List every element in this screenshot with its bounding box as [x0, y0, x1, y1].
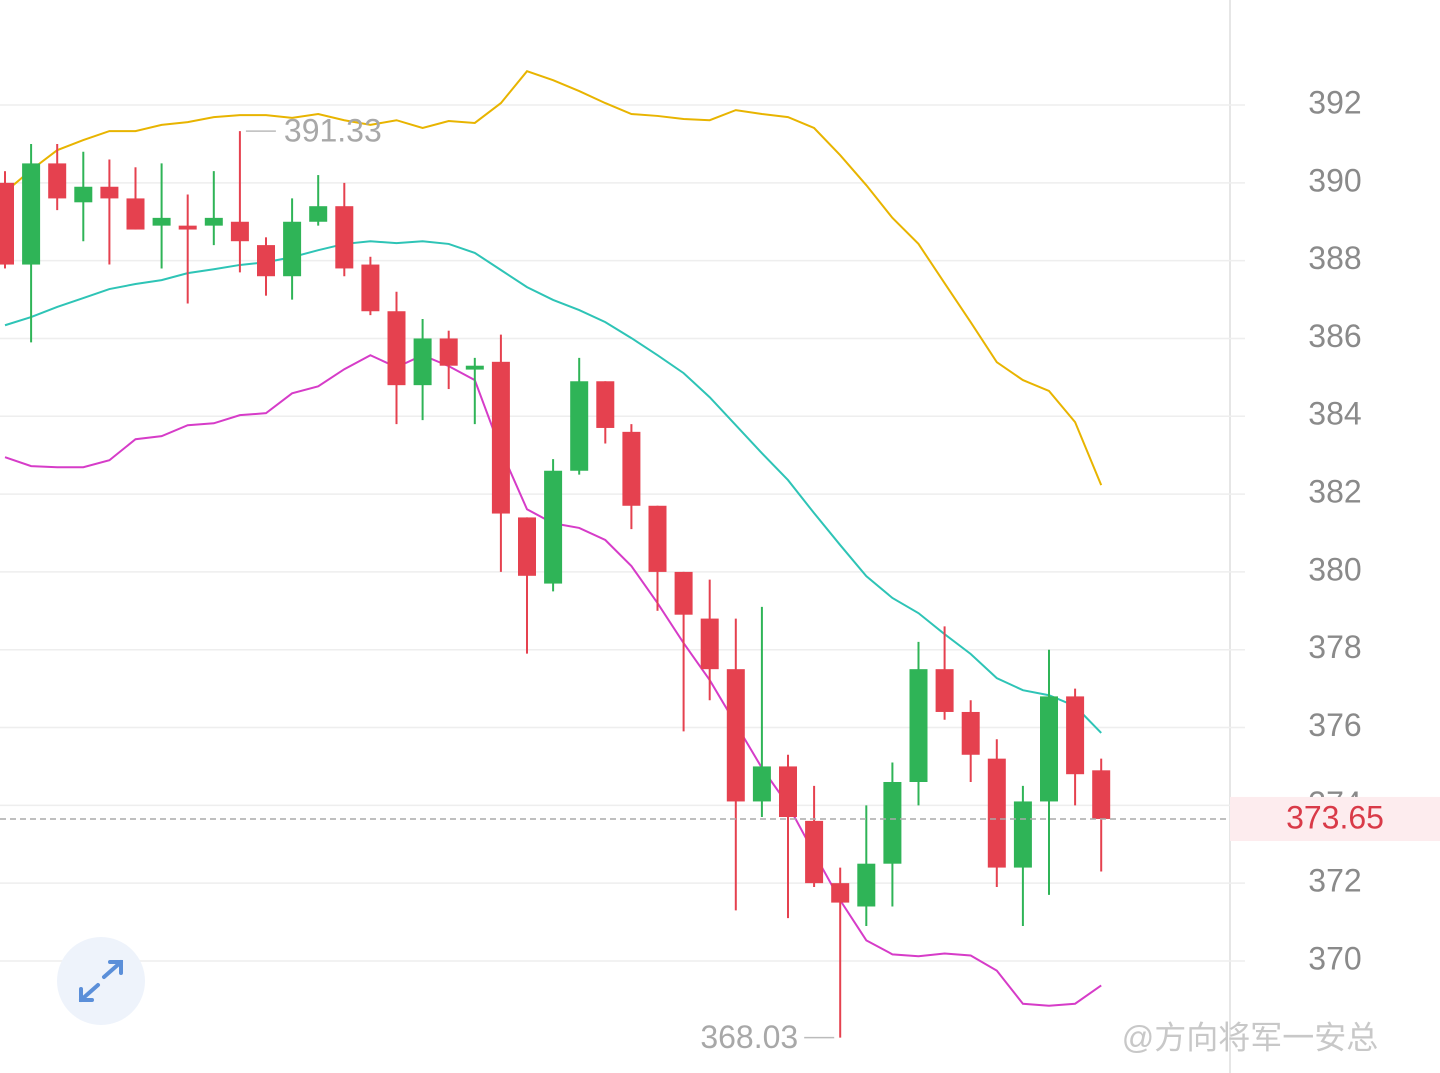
candle-body: [726, 669, 745, 802]
y-tick-label: 392: [1308, 84, 1361, 120]
y-tick-label: 380: [1308, 551, 1361, 587]
candle-body: [909, 669, 928, 782]
plot: 391.33 368.03: [0, 70, 1230, 1055]
candle-body: [857, 863, 876, 907]
y-tick-label: 378: [1308, 629, 1361, 665]
candle-body: [74, 186, 93, 203]
candle-body: [126, 198, 145, 230]
candle-body: [1092, 770, 1111, 819]
candle-body: [622, 431, 641, 506]
candle-body: [648, 505, 667, 572]
candle-body: [230, 221, 249, 242]
y-tick-label: 382: [1308, 474, 1361, 510]
y-tick-label: 372: [1308, 863, 1361, 899]
min-label: 368.03: [700, 1019, 798, 1055]
expand-button[interactable]: [57, 937, 145, 1025]
last-price-tag: [1230, 796, 1440, 841]
watermark: @方向将军一安总: [1122, 1019, 1379, 1055]
candle-body: [100, 186, 119, 199]
candle-body: [752, 766, 771, 802]
candle-body: [387, 311, 406, 386]
candle-body: [413, 338, 432, 386]
candle-body: [152, 217, 171, 226]
candle-body: [335, 206, 354, 269]
y-tick-label: 386: [1308, 318, 1361, 354]
candle-body: [1013, 801, 1032, 868]
candle-body: [178, 225, 197, 230]
candle-body: [1040, 696, 1058, 802]
candle-body: [465, 365, 484, 370]
candle-body: [570, 381, 589, 471]
expand-icon[interactable]: [79, 960, 123, 1002]
y-tick-label: 370: [1308, 940, 1361, 976]
candle-body: [309, 206, 328, 222]
grid: [0, 104, 1245, 962]
candle-body: [596, 381, 615, 428]
max-label: 391.33: [284, 113, 382, 149]
candle-body: [439, 338, 458, 366]
candle-body: [935, 669, 954, 712]
candle-body: [0, 182, 14, 265]
candle-body: [805, 820, 824, 884]
y-tick-label: 390: [1308, 162, 1361, 198]
candle-body: [1066, 696, 1085, 775]
candle-body: [779, 766, 797, 818]
candle-body: [883, 781, 902, 864]
candle-body: [674, 571, 693, 615]
y-tick-label: 388: [1308, 240, 1361, 276]
band-line: [4, 70, 1103, 486]
candle-body: [48, 163, 67, 199]
candle-body: [257, 245, 275, 277]
candle-body: [518, 517, 536, 576]
candle-body: [283, 221, 302, 277]
candle-body: [204, 217, 223, 226]
y-tick-label: 376: [1308, 707, 1361, 743]
last-price-label: 373.65: [1286, 799, 1384, 835]
candle-body: [491, 361, 510, 514]
candle-body: [961, 711, 980, 755]
candle-body: [831, 883, 850, 903]
candle-body: [361, 264, 380, 312]
candle-body: [544, 470, 563, 584]
y-axis: 370372374376378380382384386388390392373.…: [1230, 84, 1440, 976]
candle-body: [22, 163, 41, 265]
candle-body: [987, 758, 1006, 868]
y-tick-label: 384: [1308, 396, 1361, 432]
candle-body: [700, 618, 719, 670]
expand-circle[interactable]: [57, 937, 145, 1025]
